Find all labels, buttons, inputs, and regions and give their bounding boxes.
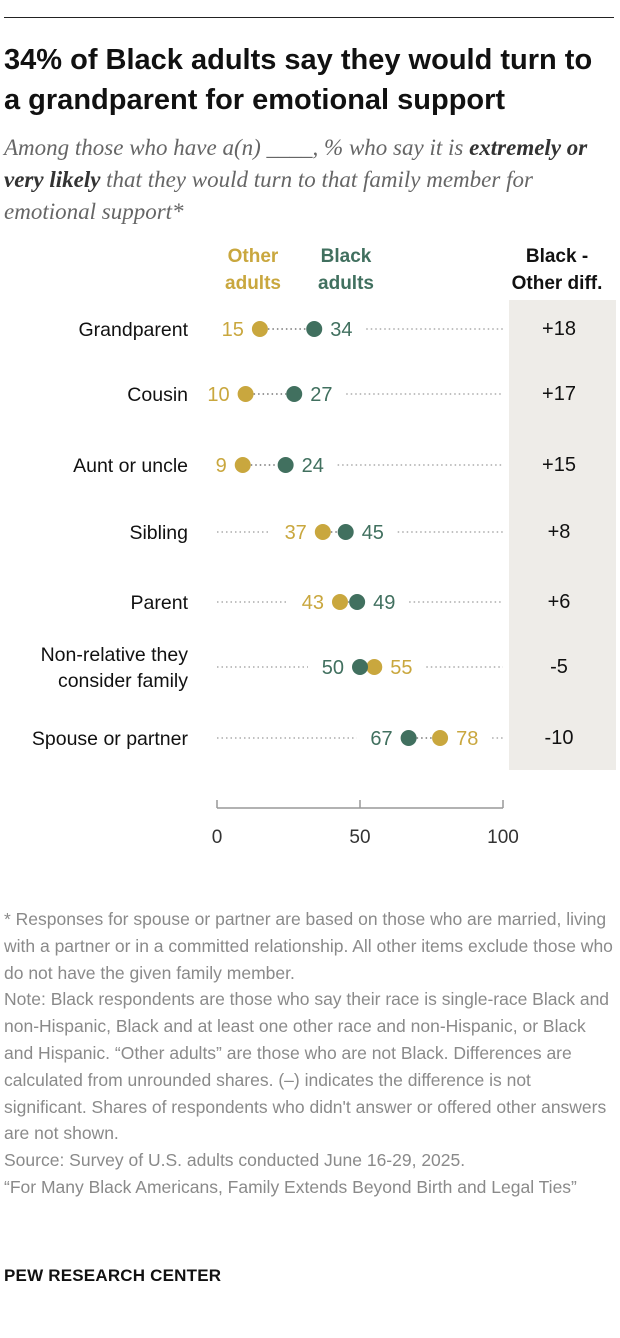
diff-column-header: Other diff. — [512, 273, 603, 294]
diff-value: +17 — [542, 383, 576, 405]
value-label-high: 55 — [390, 657, 412, 679]
legend-black-adults: Black — [321, 246, 372, 267]
top-rule — [4, 17, 614, 18]
subtitle-emphasis: extremely or very likely — [4, 135, 588, 192]
x-tick-label: 100 — [487, 827, 519, 848]
dot-black-adults — [349, 594, 366, 610]
dot-other-adults — [432, 730, 449, 746]
footer-logo-text: PEW RESEARCH CENTER — [4, 1266, 222, 1285]
source-text: Source: Survey of U.S. adults conducted … — [4, 1150, 466, 1171]
footnote-asterisk: * Responses for spouse or partner are ba… — [4, 909, 613, 983]
value-label-low: 10 — [207, 384, 229, 406]
value-label-high: 24 — [302, 455, 324, 477]
value-label-low: 15 — [222, 319, 244, 341]
dot-other-adults — [366, 659, 383, 675]
dot-other-adults — [234, 457, 251, 473]
legend-black-adults: adults — [318, 273, 374, 294]
value-label-low: 9 — [216, 455, 227, 477]
dot-black-adults — [286, 386, 303, 402]
chart-subtitle: Among those who have a(n) ____, % who sa… — [4, 132, 616, 228]
legend-other-adults: adults — [225, 273, 281, 294]
diff-value: -5 — [550, 656, 568, 678]
subtitle-part1: Among those who have a(n) ____, % who sa… — [4, 135, 470, 160]
x-tick-label: 50 — [349, 827, 370, 848]
dot-black-adults — [352, 659, 368, 675]
subtitle-part2: that they would turn to that family memb… — [4, 167, 533, 224]
dot-black-adults — [306, 321, 323, 337]
value-label-low: 43 — [302, 592, 324, 614]
row-label: Grandparent — [79, 319, 189, 341]
x-tick-label: 0 — [212, 827, 223, 848]
row-label: Parent — [131, 592, 189, 614]
value-label-high: 27 — [310, 384, 332, 406]
notes-section: * Responses for spouse or partner are ba… — [4, 906, 616, 1201]
value-label-high: 78 — [456, 728, 478, 750]
dot-plot-chart: Other adults Black adults Black - Other diff.… — [32, 246, 616, 848]
dot-other-adults — [237, 386, 254, 402]
row-label: Cousin — [127, 384, 188, 406]
report-title: “For Many Black Americans, Family Extend… — [4, 1176, 577, 1197]
dot-other-adults — [251, 321, 268, 337]
row-label: consider family — [58, 670, 188, 692]
value-label-low: 67 — [370, 728, 392, 750]
legend-other-adults: Other — [228, 246, 279, 267]
diff-value: +6 — [548, 591, 571, 613]
value-label-high: 49 — [373, 592, 395, 614]
row-label: Aunt or uncle — [73, 455, 188, 477]
note-text: Note: Black respondents are those who sa… — [4, 989, 610, 1144]
diff-value: +15 — [542, 454, 576, 476]
row-label: Sibling — [129, 522, 188, 544]
value-label-low: 37 — [285, 522, 307, 544]
value-label-high: 34 — [330, 319, 352, 341]
dot-other-adults — [331, 594, 348, 610]
row-label: Spouse or partner — [32, 728, 189, 750]
dot-black-adults — [277, 457, 294, 473]
dot-other-adults — [314, 524, 331, 540]
diff-value: +8 — [548, 521, 571, 543]
row-label: Non-relative they — [41, 644, 189, 666]
value-label-high: 45 — [362, 522, 384, 544]
diff-value: +18 — [542, 318, 576, 340]
diff-value: -10 — [545, 727, 574, 749]
diff-column-background — [509, 300, 616, 770]
chart-title: 34% of Black adults say they would turn … — [4, 44, 593, 116]
value-label-low: 50 — [322, 657, 344, 679]
dot-black-adults — [337, 524, 354, 540]
diff-column-header: Black - — [526, 246, 588, 267]
dot-black-adults — [400, 730, 417, 746]
